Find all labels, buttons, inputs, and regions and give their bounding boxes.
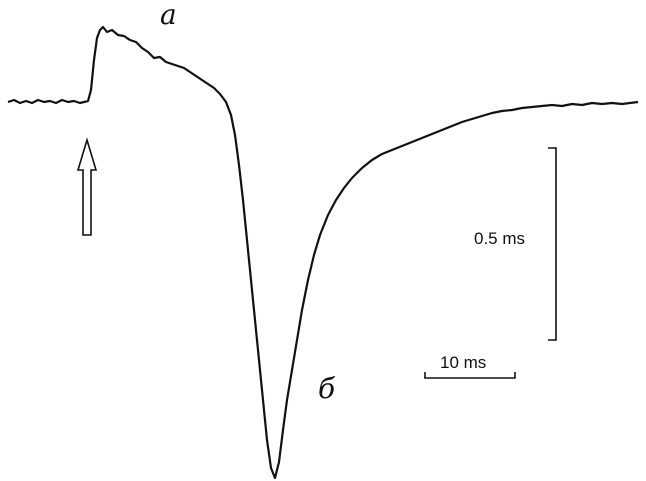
peak-label-a: a: [160, 0, 177, 31]
stimulus-arrow: [76, 137, 98, 236]
vertical-scale-label: 0.5 ms: [474, 229, 525, 248]
vertical-scale-bar: [548, 147, 557, 341]
peak-label-b: б: [318, 372, 336, 405]
horizontal-scale-bar: [424, 372, 516, 379]
trace: [7, 25, 639, 480]
horizontal-scale-label: 10 ms: [440, 353, 486, 372]
